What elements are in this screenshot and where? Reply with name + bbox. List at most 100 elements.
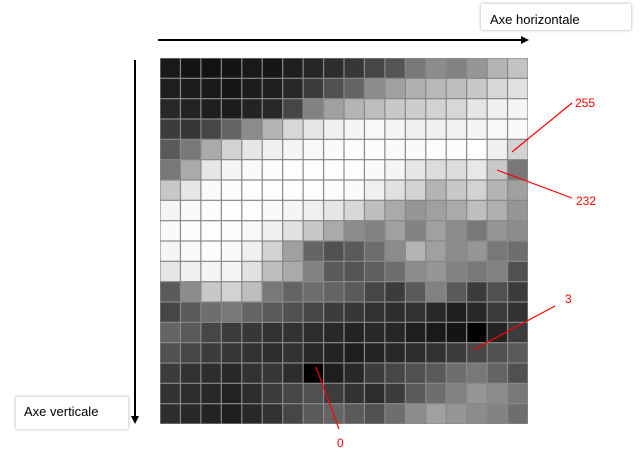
pixel-cell [344,363,364,383]
pixel-cell [344,200,364,221]
pixel-cell [303,119,323,139]
pixel-cell [242,322,262,343]
pixel-cell [262,78,283,99]
pixel-cell [201,119,221,139]
pixel-cell [201,363,221,383]
pixel-cell [242,343,262,363]
pixel-cell [344,282,364,302]
pixel-cell [385,139,405,160]
pixel-cell [467,139,487,160]
pixel-cell [283,139,303,160]
pixel-cell [467,261,487,282]
pixel-cell [160,241,180,261]
pixel-cell [508,139,528,160]
pixel-cell [324,119,344,139]
pixel-cell [385,322,405,343]
pixel-cell [160,343,180,363]
pixel-cell [324,78,344,99]
pixel-cell [221,58,242,78]
annotation-line-3 [472,305,556,351]
pixel-cell [467,383,487,404]
pixel-cell [405,139,426,160]
pixel-cell [283,160,303,180]
pixel-cell [487,363,507,383]
pixel-cell [160,139,180,160]
pixel-cell [487,343,507,363]
pixel-cell [344,404,364,424]
pixel-cell [385,78,405,99]
pixel-cell [365,58,385,78]
pixel-cell [446,139,467,160]
pixel-cell [487,221,507,241]
pixel-cell [324,261,344,282]
pixel-cell [324,200,344,221]
pixel-cell [405,282,426,302]
pixel-cell [181,139,201,160]
pixel-cell [426,261,446,282]
pixel-cell [487,78,507,99]
pixel-cell [405,302,426,322]
pixel-cell [508,383,528,404]
pixel-cell [303,261,323,282]
pixel-cell [344,78,364,99]
pixel-cell [487,404,507,424]
pixel-cell [181,343,201,363]
pixel-cell [508,282,528,302]
pixel-cell [446,383,467,404]
pixel-cell [324,241,344,261]
pixel-cell [365,221,385,241]
pixel-cell [405,180,426,200]
pixel-cell [405,119,426,139]
pixel-cell [221,363,242,383]
pixel-cell [303,383,323,404]
pixel-cell [201,58,221,78]
annotation-line-255 [511,102,573,153]
pixel-cell [242,282,262,302]
pixel-cell [303,221,323,241]
pixel-cell [262,261,283,282]
pixel-cell [242,363,262,383]
pixel-cell [201,160,221,180]
pixel-cell [181,58,201,78]
pixel-cell [467,241,487,261]
pixel-cell [324,160,344,180]
pixel-cell [344,139,364,160]
pixel-cell [201,343,221,363]
pixel-cell [242,302,262,322]
pixel-cell [303,363,323,383]
pixel-cell [405,343,426,363]
pixel-cell [446,282,467,302]
pixel-cell [221,282,242,302]
pixel-cell [426,383,446,404]
pixel-cell [508,363,528,383]
pixel-cell [181,261,201,282]
pixel-cell [446,160,467,180]
pixel-cell [160,363,180,383]
pixel-cell [201,404,221,424]
pixel-cell [344,180,364,200]
pixel-cell [446,343,467,363]
pixel-cell [181,119,201,139]
pixel-cell [221,180,242,200]
pixel-cell [283,200,303,221]
pixel-cell [426,160,446,180]
pixel-cell [221,241,242,261]
pixel-cell [201,383,221,404]
pixel-cell [181,302,201,322]
pixel-cell [181,363,201,383]
pixel-cell [426,200,446,221]
pixel-cell [508,200,528,221]
pixel-cell [344,261,364,282]
pixel-cell [242,200,262,221]
pixel-cell [283,383,303,404]
pixel-cell [446,221,467,241]
pixel-cell [181,383,201,404]
pixel-cell [242,160,262,180]
pixel-cell [426,139,446,160]
pixel-cell [365,282,385,302]
pixel-cell [365,261,385,282]
pixel-cell [181,282,201,302]
pixel-cell [303,343,323,363]
pixel-cell [405,322,426,343]
annotation-line-0 [315,366,340,430]
